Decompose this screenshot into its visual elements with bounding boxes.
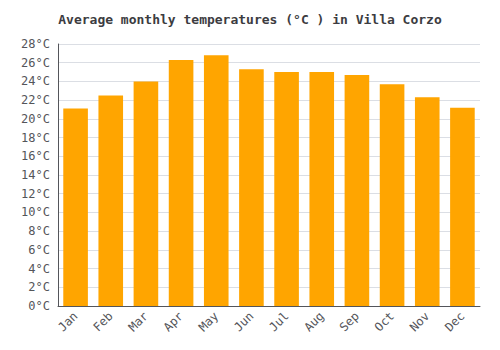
svg-text:16°C: 16°C	[21, 149, 50, 163]
svg-text:10°C: 10°C	[21, 205, 50, 219]
svg-text:8°C: 8°C	[28, 224, 50, 238]
svg-text:18°C: 18°C	[21, 131, 50, 145]
svg-text:20°C: 20°C	[21, 112, 50, 126]
svg-text:Sep: Sep	[337, 309, 362, 334]
svg-text:2°C: 2°C	[28, 280, 50, 294]
svg-text:28°C: 28°C	[21, 37, 50, 51]
svg-text:0°C: 0°C	[28, 299, 50, 313]
svg-text:26°C: 26°C	[21, 56, 50, 70]
svg-text:14°C: 14°C	[21, 168, 50, 182]
svg-text:Average monthly temperatures (: Average monthly temperatures (°C ) in Vi…	[58, 12, 442, 27]
svg-text:Oct: Oct	[372, 309, 397, 334]
svg-text:6°C: 6°C	[28, 243, 50, 257]
svg-text:22°C: 22°C	[21, 93, 50, 107]
svg-text:Jun: Jun	[231, 309, 256, 334]
svg-text:4°C: 4°C	[28, 262, 50, 276]
svg-text:Jan: Jan	[55, 309, 80, 334]
svg-text:Apr: Apr	[161, 309, 186, 334]
svg-text:May: May	[196, 309, 221, 334]
svg-text:Jul: Jul	[266, 309, 291, 334]
svg-text:24°C: 24°C	[21, 74, 50, 88]
svg-text:Dec: Dec	[442, 309, 467, 334]
svg-text:Nov: Nov	[407, 309, 432, 334]
svg-text:Mar: Mar	[126, 309, 151, 334]
svg-text:Feb: Feb	[90, 309, 115, 334]
svg-text:12°C: 12°C	[21, 187, 50, 201]
svg-text:Aug: Aug	[301, 309, 326, 334]
